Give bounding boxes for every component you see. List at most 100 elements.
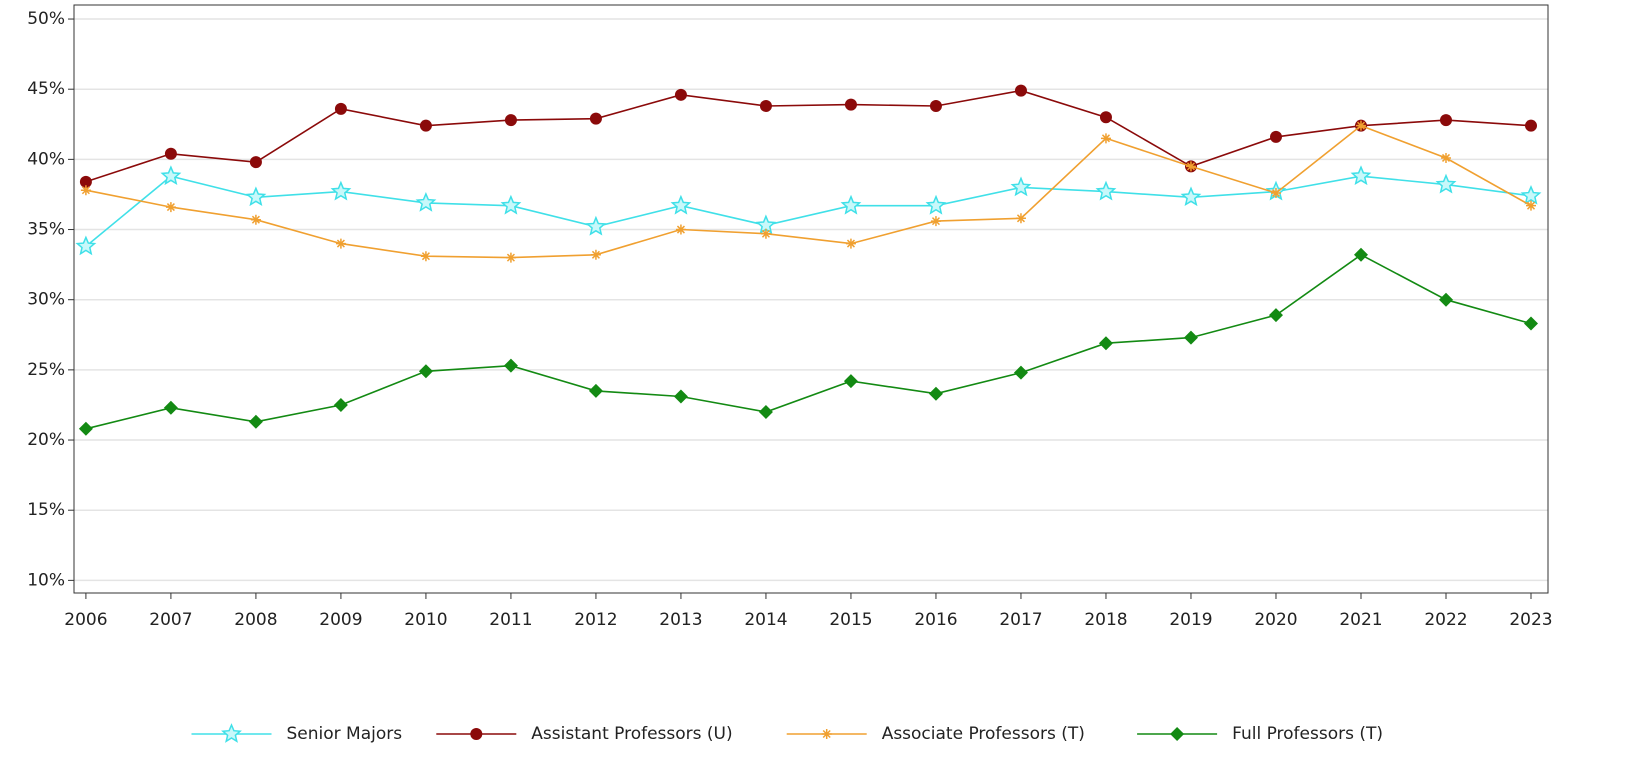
y-tick-label: 25% xyxy=(27,360,65,380)
marker xyxy=(1526,200,1536,211)
legend-label: Senior Majors xyxy=(287,724,403,744)
marker xyxy=(760,228,771,239)
marker xyxy=(78,421,93,436)
marker xyxy=(500,194,522,215)
marker xyxy=(1010,176,1032,197)
marker xyxy=(845,238,856,249)
marker xyxy=(1524,119,1537,132)
x-tick-label: 2013 xyxy=(659,610,702,630)
marker xyxy=(80,185,91,196)
y-tick-label: 40% xyxy=(27,149,65,169)
series xyxy=(78,247,1538,436)
marker xyxy=(758,404,773,419)
marker xyxy=(1438,292,1453,307)
legend-marker xyxy=(221,723,242,743)
marker xyxy=(330,180,352,201)
marker xyxy=(1268,308,1283,323)
legend-label: Assistant Professors (U) xyxy=(531,724,732,744)
y-tick-label: 10% xyxy=(27,570,65,590)
legend-label: Associate Professors (T) xyxy=(882,724,1085,744)
marker xyxy=(675,224,686,235)
marker xyxy=(843,374,858,389)
marker xyxy=(420,251,431,262)
y-tick-label: 15% xyxy=(27,500,65,520)
x-tick-label: 2023 xyxy=(1509,610,1552,630)
marker xyxy=(245,186,267,207)
marker xyxy=(1435,173,1457,194)
marker xyxy=(590,249,601,260)
marker xyxy=(505,252,516,263)
marker xyxy=(585,215,607,236)
marker xyxy=(504,114,517,127)
x-tick-label: 2010 xyxy=(404,610,447,630)
plot-frame xyxy=(73,4,1549,594)
x-tick-label: 2007 xyxy=(149,610,192,630)
marker xyxy=(165,202,176,213)
marker xyxy=(673,389,688,404)
marker xyxy=(1439,114,1452,127)
marker xyxy=(1353,247,1368,262)
marker xyxy=(674,88,687,101)
marker xyxy=(248,414,263,429)
x-tick-label: 2022 xyxy=(1424,610,1467,630)
x-tick-label: 2009 xyxy=(319,610,362,630)
marker xyxy=(1014,84,1027,97)
marker xyxy=(1355,120,1366,131)
marker xyxy=(1520,184,1542,205)
marker xyxy=(75,235,97,256)
x-tick-label: 2019 xyxy=(1169,610,1212,630)
marker xyxy=(250,214,261,225)
marker xyxy=(1013,365,1028,380)
legend-marker xyxy=(1170,727,1185,741)
marker xyxy=(79,175,92,188)
marker xyxy=(163,400,178,415)
marker xyxy=(844,98,857,111)
marker xyxy=(589,112,602,125)
legend-marker xyxy=(821,729,832,739)
y-tick-label: 20% xyxy=(27,430,65,450)
marker xyxy=(925,194,947,215)
marker xyxy=(249,156,262,169)
legend: Senior Majors Assistant Professors (U) Ass… xyxy=(191,723,1383,744)
marker xyxy=(1185,161,1196,172)
marker xyxy=(418,364,433,379)
series xyxy=(75,165,1542,256)
marker xyxy=(1098,336,1113,351)
y-tick-label: 30% xyxy=(27,290,65,310)
marker xyxy=(759,100,772,113)
x-tick-label: 2015 xyxy=(829,610,872,630)
y-tick-label: 35% xyxy=(27,220,65,240)
marker xyxy=(1180,186,1202,207)
series-line xyxy=(85,89,1532,183)
series-line xyxy=(85,175,1532,248)
x-tick-label: 2014 xyxy=(744,610,787,630)
x-tick-label: 2008 xyxy=(234,610,277,630)
x-tick-label: 2021 xyxy=(1339,610,1382,630)
marker xyxy=(930,216,941,227)
marker xyxy=(588,383,603,398)
x-tick-label: 2011 xyxy=(489,610,532,630)
x-tick-label: 2020 xyxy=(1254,610,1297,630)
marker xyxy=(503,358,518,373)
marker xyxy=(1100,133,1111,144)
x-tick-label: 2006 xyxy=(64,610,107,630)
x-tick-label: 2016 xyxy=(914,610,957,630)
marker xyxy=(160,165,182,186)
marker xyxy=(1183,330,1198,345)
series xyxy=(80,120,1536,263)
marker xyxy=(334,102,347,115)
marker xyxy=(164,147,177,160)
marker xyxy=(1269,130,1282,143)
marker xyxy=(1099,111,1112,124)
series xyxy=(79,84,1537,188)
marker xyxy=(415,191,437,212)
legend-label: Full Professors (T) xyxy=(1232,724,1383,744)
marker xyxy=(335,238,346,249)
marker xyxy=(419,119,432,132)
marker xyxy=(1015,213,1026,224)
marker xyxy=(928,386,943,401)
marker xyxy=(840,194,862,215)
marker xyxy=(670,194,692,215)
marker xyxy=(1440,152,1451,163)
legend-marker xyxy=(470,728,483,740)
